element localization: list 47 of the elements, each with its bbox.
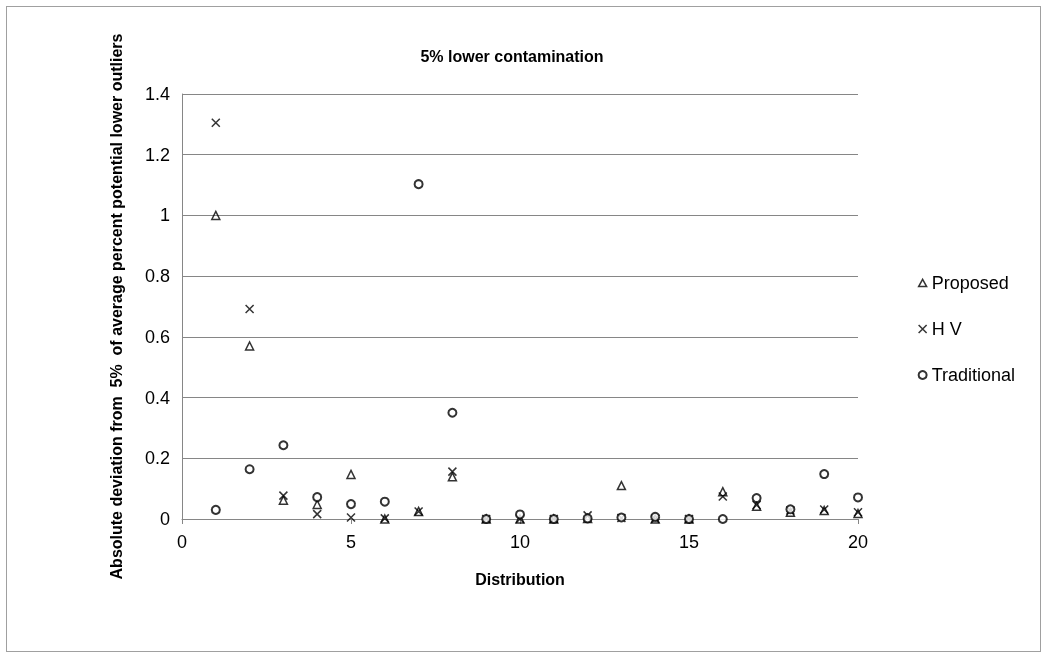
point [244, 464, 255, 475]
x-tick-label: 5 [345, 532, 357, 552]
x-tick-label: 10 [509, 532, 531, 552]
y-tick-label: 0.6 [144, 326, 170, 347]
point [244, 341, 255, 351]
point [211, 118, 221, 128]
y-tick-label: 0.2 [144, 448, 170, 469]
point [312, 509, 322, 519]
point [244, 304, 255, 314]
point [718, 486, 728, 497]
point [515, 509, 525, 520]
y-tick-label: 1 [159, 205, 170, 226]
y-tick-label: 1.4 [144, 84, 170, 104]
point [210, 504, 221, 515]
point [853, 492, 863, 503]
point [819, 469, 830, 480]
point [278, 440, 289, 451]
point [718, 491, 728, 502]
point [346, 469, 356, 480]
y-tick-label: 0 [159, 509, 170, 529]
point [717, 514, 728, 524]
point [447, 472, 458, 482]
x-axis-title: Distribution [475, 570, 565, 588]
point [312, 499, 322, 510]
legend-label: Traditional [931, 365, 1015, 385]
y-tick-label: 0.4 [144, 387, 170, 408]
point [211, 210, 221, 221]
point [751, 493, 762, 504]
point [346, 499, 356, 510]
point [616, 480, 627, 491]
legend-label: H V [931, 319, 962, 339]
point [346, 512, 356, 523]
x-tick-label: 0 [176, 532, 188, 552]
point [447, 407, 458, 418]
legend-label: Proposed [931, 273, 1009, 293]
x-tick-label: 20 [847, 532, 869, 552]
point [413, 179, 424, 190]
point [447, 466, 458, 477]
y-tick-label: 1.2 [144, 144, 170, 165]
point [312, 492, 323, 503]
x-tick-label: 15 [678, 532, 700, 552]
point [278, 490, 289, 501]
chart-title: 5% lower contamination [420, 47, 604, 65]
y-tick-label: 0.8 [144, 266, 170, 287]
y-axis-title: Absolute deviation from 5% of average percent potential lower outliers [107, 33, 125, 580]
point [379, 496, 390, 507]
point [278, 495, 289, 505]
